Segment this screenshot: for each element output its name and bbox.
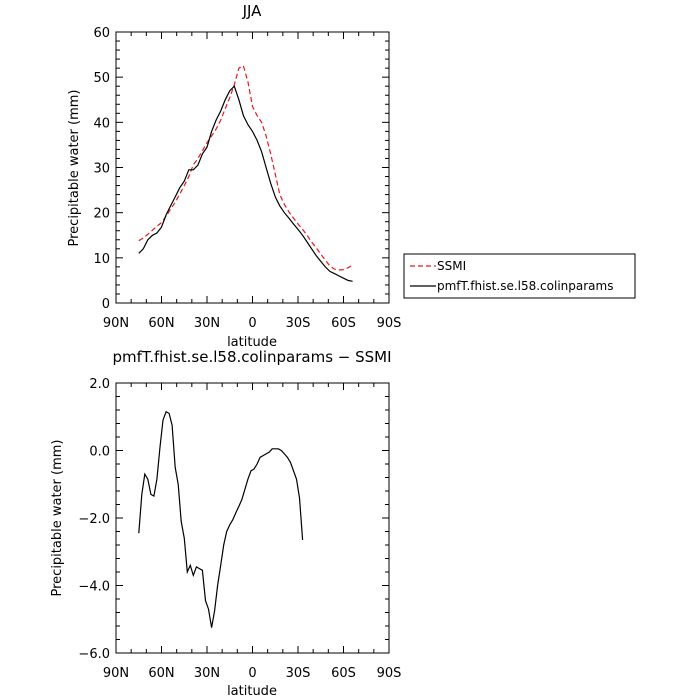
- top-plot-frame: [115, 31, 390, 304]
- top-x-tick-label: 30S: [286, 316, 311, 331]
- bottom-plot-frame: [115, 382, 390, 654]
- top-x-tick-label: 60S: [331, 316, 356, 331]
- top-y-tick-label: 50: [93, 71, 110, 86]
- bottom-y-axis-title: Precipitable water (mm): [50, 440, 65, 597]
- top-x-tick-label: 90S: [377, 316, 402, 331]
- bottom-x-tick-label: 90S: [377, 666, 402, 681]
- top-x-tick-label: 30N: [194, 316, 220, 331]
- bottom-panel: pmfT.fhist.se.l58.colinparams − SSMI −6.…: [50, 348, 401, 699]
- top-y-tick-label: 10: [93, 252, 110, 267]
- top-x-axis-title: latitude: [227, 335, 277, 350]
- top-y-tick-label: 0: [102, 297, 110, 312]
- bottom-y-tick-label: −4.0: [78, 580, 110, 595]
- top-series-line-1: [138, 85, 353, 282]
- bottom-x-axis-title: latitude: [227, 684, 277, 699]
- top-chart-title: JJA: [242, 2, 263, 20]
- bottom-series-line-0: [138, 410, 304, 628]
- legend: SSMI pmfT.fhist.se.l58.colinparams: [403, 253, 636, 299]
- bottom-y-tick-label: 2.0: [89, 377, 110, 392]
- legend-box: [403, 253, 636, 299]
- top-y-axis: 0 10 20 30 40 50 60: [93, 26, 389, 312]
- bottom-x-tick-label: 30N: [194, 666, 220, 681]
- top-x-axis: 90N 60N 30N 0 30S 60S 90S: [103, 32, 402, 331]
- top-x-tick-label: 90N: [103, 316, 129, 331]
- top-x-tick-label: 60N: [148, 316, 174, 331]
- bottom-x-tick-label: 30S: [286, 666, 311, 681]
- top-y-tick-label: 20: [93, 207, 110, 222]
- legend-label-ssmi: SSMI: [437, 259, 466, 273]
- bottom-x-tick-label: 60S: [331, 666, 356, 681]
- bottom-x-tick-label: 60N: [148, 666, 174, 681]
- top-series-group: [138, 65, 353, 282]
- top-panel: JJA 0 10 20 30 40 50 60 90N 60N 30N 0 30S 60S 90S la…: [67, 2, 636, 350]
- bottom-y-tick-label: −2.0: [78, 512, 110, 527]
- bottom-y-tick-label: 0.0: [89, 445, 110, 460]
- bottom-x-axis: 90N 60N 30N 0 30S 60S 90S: [103, 383, 402, 681]
- bottom-x-tick-label: 0: [248, 666, 256, 681]
- top-y-tick-label: 60: [93, 26, 110, 41]
- bottom-y-tick-label: −6.0: [78, 647, 110, 662]
- bottom-y-axis: −6.0 −4.0 −2.0 0.0 2.0: [78, 377, 389, 662]
- top-y-tick-label: 40: [93, 116, 110, 131]
- top-y-axis-title: Precipitable water (mm): [67, 90, 82, 247]
- top-x-tick-label: 0: [248, 316, 256, 331]
- bottom-chart-title: pmfT.fhist.se.l58.colinparams − SSMI: [112, 348, 391, 366]
- top-y-tick-label: 30: [93, 162, 110, 177]
- bottom-x-tick-label: 90N: [103, 666, 129, 681]
- legend-label-model: pmfT.fhist.se.l58.colinparams: [437, 279, 613, 293]
- top-series-line-0: [138, 65, 353, 271]
- bottom-series-group: [138, 410, 304, 628]
